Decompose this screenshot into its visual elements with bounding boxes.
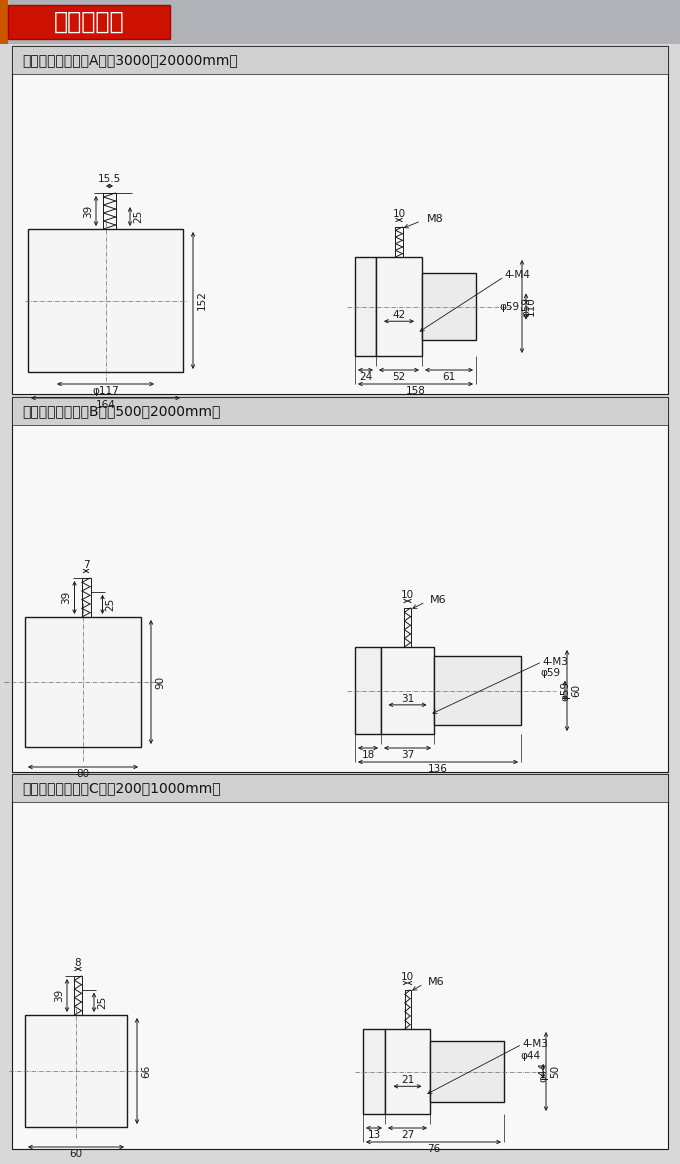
Text: 10: 10 xyxy=(392,210,405,219)
Text: 8: 8 xyxy=(75,958,82,968)
Text: 10: 10 xyxy=(401,590,414,599)
Bar xyxy=(12,47,668,74)
Bar xyxy=(405,991,411,1029)
Bar xyxy=(0,0,680,44)
Bar xyxy=(12,397,668,425)
Bar xyxy=(12,774,668,802)
Text: 15.5: 15.5 xyxy=(98,173,121,184)
Bar xyxy=(363,1029,385,1114)
Text: 158: 158 xyxy=(405,386,426,396)
Text: 18: 18 xyxy=(361,750,375,760)
Text: 39: 39 xyxy=(61,591,71,604)
Text: 10: 10 xyxy=(401,972,414,982)
Text: φ59: φ59 xyxy=(540,668,560,677)
Text: 50: 50 xyxy=(550,1065,560,1078)
Text: 7: 7 xyxy=(83,560,89,570)
Text: 拉钢索式结构（中B型：500－2000mm）: 拉钢索式结构（中B型：500－2000mm） xyxy=(22,404,220,418)
Bar xyxy=(25,1015,127,1127)
Bar xyxy=(430,1041,504,1102)
Bar xyxy=(28,229,183,372)
Text: M6: M6 xyxy=(430,595,446,605)
Text: φ59: φ59 xyxy=(521,297,531,317)
Text: 152: 152 xyxy=(197,291,207,311)
Bar xyxy=(74,975,82,1015)
Text: 136: 136 xyxy=(428,764,448,774)
Text: 安装示意图: 安装示意图 xyxy=(54,10,124,34)
Text: 拉钢索式结构（小C型：200－1000mm）: 拉钢索式结构（小C型：200－1000mm） xyxy=(22,781,220,795)
Text: 52: 52 xyxy=(392,372,406,382)
Text: 76: 76 xyxy=(427,1144,440,1154)
Text: 60: 60 xyxy=(69,1149,82,1159)
Bar xyxy=(8,5,170,40)
Text: φ59: φ59 xyxy=(560,681,570,701)
Text: 13: 13 xyxy=(367,1130,381,1140)
Text: 拉钢索式结构（大A型：3000－20000mm）: 拉钢索式结构（大A型：3000－20000mm） xyxy=(22,54,238,68)
Text: φ117: φ117 xyxy=(92,386,119,396)
Text: 39: 39 xyxy=(54,989,64,1002)
Text: φ44: φ44 xyxy=(520,1051,540,1062)
Bar xyxy=(381,647,434,734)
Text: 25: 25 xyxy=(105,597,116,611)
Text: M8: M8 xyxy=(427,214,444,223)
Text: 4-M3: 4-M3 xyxy=(542,656,568,667)
Bar xyxy=(422,274,476,340)
Bar xyxy=(103,193,116,229)
Bar xyxy=(376,257,422,356)
Text: 80: 80 xyxy=(76,769,90,779)
Text: 21: 21 xyxy=(401,1076,414,1085)
Bar xyxy=(404,608,411,647)
Bar xyxy=(395,227,403,257)
Text: M6: M6 xyxy=(428,977,444,987)
Bar xyxy=(385,1029,430,1114)
Text: 31: 31 xyxy=(401,694,414,704)
Text: 42: 42 xyxy=(392,311,406,320)
Text: 4-M3: 4-M3 xyxy=(522,1039,548,1049)
Text: 25: 25 xyxy=(133,210,143,223)
Bar xyxy=(25,617,141,747)
Text: 164: 164 xyxy=(96,400,116,410)
Text: 66: 66 xyxy=(141,1064,151,1078)
Bar xyxy=(12,774,668,1149)
Bar xyxy=(82,579,90,617)
Text: 61: 61 xyxy=(443,372,456,382)
Text: φ59: φ59 xyxy=(499,301,519,312)
Text: 4-M4: 4-M4 xyxy=(504,270,530,279)
Text: φ44: φ44 xyxy=(538,1062,548,1081)
Bar xyxy=(355,647,381,734)
Text: 25: 25 xyxy=(97,995,107,1009)
Text: 39: 39 xyxy=(83,205,93,218)
Text: 60: 60 xyxy=(571,684,581,697)
Bar xyxy=(355,257,376,356)
Text: 37: 37 xyxy=(401,750,414,760)
Bar xyxy=(12,397,668,772)
Text: 110: 110 xyxy=(526,297,536,317)
Text: 27: 27 xyxy=(401,1130,414,1140)
Bar xyxy=(0,0,8,44)
Bar xyxy=(434,656,521,725)
Text: 90: 90 xyxy=(155,675,165,689)
Text: 24: 24 xyxy=(359,372,372,382)
Bar xyxy=(12,47,668,393)
